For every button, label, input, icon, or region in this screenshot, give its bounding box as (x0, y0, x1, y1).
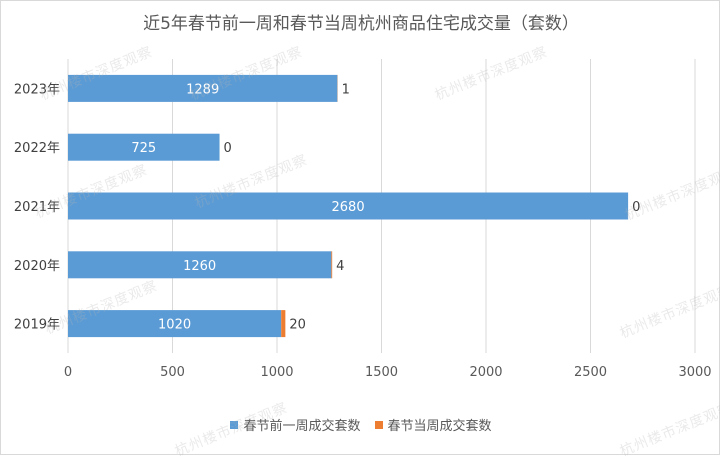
data-label-series-0: 1020 (158, 318, 191, 333)
legend-item-series-1: 春节当周成交套数 (375, 415, 492, 434)
data-label-series-0: 2680 (332, 200, 365, 215)
chart-legend: 春节前一周成交套数 春节当周成交套数 (1, 415, 720, 434)
data-label-series-0: 725 (131, 141, 156, 156)
x-tick-label: 1000 (260, 365, 293, 380)
data-label-series-1: 1 (342, 82, 350, 97)
x-tick-label: 1500 (365, 365, 398, 380)
data-label-series-0: 1260 (183, 259, 216, 274)
bar-series-1 (281, 310, 285, 337)
legend-label-series-1: 春节当周成交套数 (388, 415, 492, 434)
x-tick-label: 2000 (469, 365, 502, 380)
x-tick-label: 500 (160, 365, 185, 380)
y-tick-label: 2022年 (14, 141, 60, 156)
data-label-series-1: 20 (289, 318, 306, 333)
x-tick-label: 0 (64, 365, 72, 380)
data-label-series-1: 4 (336, 259, 344, 274)
data-label-series-1: 0 (224, 141, 232, 156)
y-tick-label: 2020年 (14, 259, 60, 274)
x-tick-label: 3000 (678, 365, 711, 380)
bar-series-1 (331, 251, 332, 278)
x-tick-label: 2500 (574, 365, 607, 380)
legend-swatch-series-1 (375, 421, 383, 429)
